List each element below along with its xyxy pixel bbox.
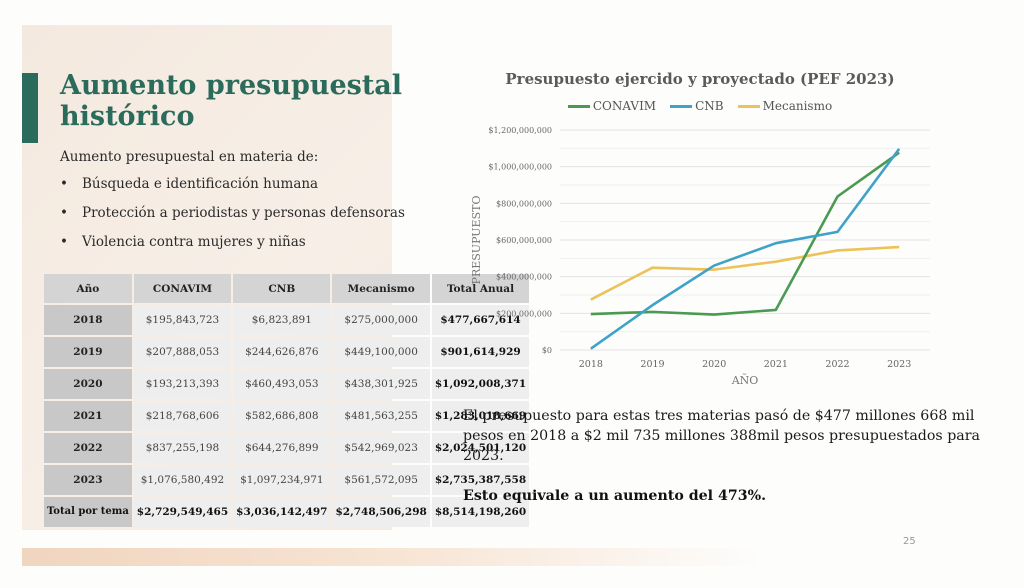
value-cell: $582,686,808 <box>233 401 331 431</box>
x-tick-label: 2023 <box>887 359 911 370</box>
year-cell: 2022 <box>44 433 132 463</box>
value-cell: $195,843,723 <box>133 305 232 335</box>
total-cell: $2,024,501,120 <box>431 433 530 463</box>
series-line-cnb <box>590 148 901 350</box>
series-line-mecanismo <box>590 245 900 301</box>
year-cell: 2023 <box>44 465 132 495</box>
legend-item-conavim: CONAVIM <box>567 99 656 113</box>
conclusion-text: Esto equivale a un aumento del 473%. <box>463 488 767 504</box>
bullet-item: • Búsqueda e identificación humana <box>60 176 405 205</box>
bullet-icon: • <box>60 205 68 221</box>
page-number: 25 <box>903 536 916 547</box>
table-row: 2019 $207,888,053 $244,626,876 $449,100,000… <box>44 337 530 367</box>
chart-legend: CONAVIM CNB Mecanismo <box>460 99 940 113</box>
year-cell: 2018 <box>44 305 132 335</box>
bullet-icon: • <box>60 176 68 192</box>
year-cell: 2019 <box>44 337 132 367</box>
x-tick-label: 2018 <box>579 359 603 370</box>
x-tick-label: 2019 <box>640 359 664 370</box>
header-mecanismo: Mecanismo <box>332 274 430 303</box>
table-row: 2018 $195,843,723 $6,823,891 $275,000,000 $4… <box>44 305 530 335</box>
totals-cell: $3,036,142,497 <box>233 497 331 527</box>
summary-paragraph: El presupuesto para estas tres materias … <box>463 408 980 464</box>
table-row: 2023 $1,076,580,492 $1,097,234,971 $561,572… <box>44 465 530 495</box>
x-axis-label: AÑO <box>731 373 759 387</box>
x-tick-label: 2021 <box>764 359 788 370</box>
header-cnb: CNB <box>233 274 331 303</box>
header-total: Total Anual <box>431 274 530 303</box>
y-tick-label: $200,000,000 <box>496 309 552 318</box>
y-tick-label: $800,000,000 <box>496 199 552 208</box>
value-cell: $218,768,606 <box>133 401 232 431</box>
bullet-item: • Violencia contra mujeres y niñas <box>60 234 405 263</box>
total-cell: $1,092,008,371 <box>431 369 530 399</box>
value-cell: $644,276,899 <box>233 433 331 463</box>
value-cell: $837,255,198 <box>133 433 232 463</box>
value-cell: $244,626,876 <box>233 337 331 367</box>
y-tick-label: $1,200,000,000 <box>488 126 552 135</box>
header-year: Año <box>44 274 132 303</box>
value-cell: $449,100,000 <box>332 337 430 367</box>
y-tick-label: $1,000,000,000 <box>488 163 552 172</box>
total-cell: $1,283,018,669 <box>431 401 530 431</box>
value-cell: $542,969,023 <box>332 433 430 463</box>
value-cell: $561,572,095 <box>332 465 430 495</box>
chart-title: Presupuesto ejercido y proyectado (PEF 2… <box>505 70 895 88</box>
totals-cell: $8,514,198,260 <box>431 497 530 527</box>
title-accent-bar <box>22 73 38 143</box>
x-tick-label: 2022 <box>825 359 849 370</box>
value-cell: $438,301,925 <box>332 369 430 399</box>
header-conavim: CONAVIM <box>133 274 232 303</box>
y-tick-label: $0 <box>542 346 552 355</box>
footer-band <box>22 548 762 566</box>
legend-swatch-icon <box>670 104 693 108</box>
bullet-icon: • <box>60 234 68 250</box>
y-tick-label: $600,000,000 <box>496 236 552 245</box>
value-cell: $1,076,580,492 <box>133 465 232 495</box>
value-cell: $6,823,891 <box>233 305 331 335</box>
legend-item-mecanismo: Mecanismo <box>737 99 832 113</box>
value-cell: $481,563,255 <box>332 401 430 431</box>
bullet-item: • Protección a periodistas y personas def… <box>60 205 405 234</box>
total-cell: $477,667,614 <box>431 305 530 335</box>
x-tick-label: 2020 <box>702 359 726 370</box>
value-cell: $1,097,234,971 <box>233 465 331 495</box>
year-cell: 2021 <box>44 401 132 431</box>
value-cell: $460,493,053 <box>233 369 331 399</box>
bullet-list: • Búsqueda e identificación humana • Prote… <box>60 176 405 263</box>
line-chart: $0 $200,000,000 $400,000,000 $600,000,000 $8… <box>470 126 930 387</box>
table-row: 2022 $837,255,198 $644,276,899 $542,969,023… <box>44 433 530 463</box>
table-header-row: Año CONAVIM CNB Mecanismo Total Anual <box>44 274 530 303</box>
legend-swatch-icon <box>567 104 590 108</box>
totals-row: Total por tema $2,729,549,465 $3,036,142,4… <box>44 497 530 527</box>
legend-item-cnb: CNB <box>670 99 724 113</box>
value-cell: $207,888,053 <box>133 337 232 367</box>
value-cell: $193,213,393 <box>133 369 232 399</box>
total-cell: $2,735,387,558 <box>431 465 530 495</box>
legend-swatch-icon <box>737 104 760 108</box>
totals-label: Total por tema <box>44 497 132 527</box>
total-cell: $901,614,929 <box>431 337 530 367</box>
totals-cell: $2,729,549,465 <box>133 497 232 527</box>
y-tick-label: $400,000,000 <box>496 273 552 282</box>
table-row: 2020 $193,213,393 $460,493,053 $438,301,925… <box>44 369 530 399</box>
year-cell: 2020 <box>44 369 132 399</box>
totals-cell: $2,748,506,298 <box>332 497 430 527</box>
table-row: 2021 $218,768,606 $582,686,808 $481,563,255… <box>44 401 530 431</box>
y-axis-label: PRESUPUESTO <box>470 196 483 285</box>
value-cell: $275,000,000 <box>332 305 430 335</box>
page-title: Aumento presupuestal histórico <box>60 70 403 132</box>
budget-table: Año CONAVIM CNB Mecanismo Total Anual 20… <box>42 272 531 529</box>
series-line-conavim <box>590 151 900 316</box>
subtitle: Aumento presupuestal en materia de: <box>60 149 319 165</box>
